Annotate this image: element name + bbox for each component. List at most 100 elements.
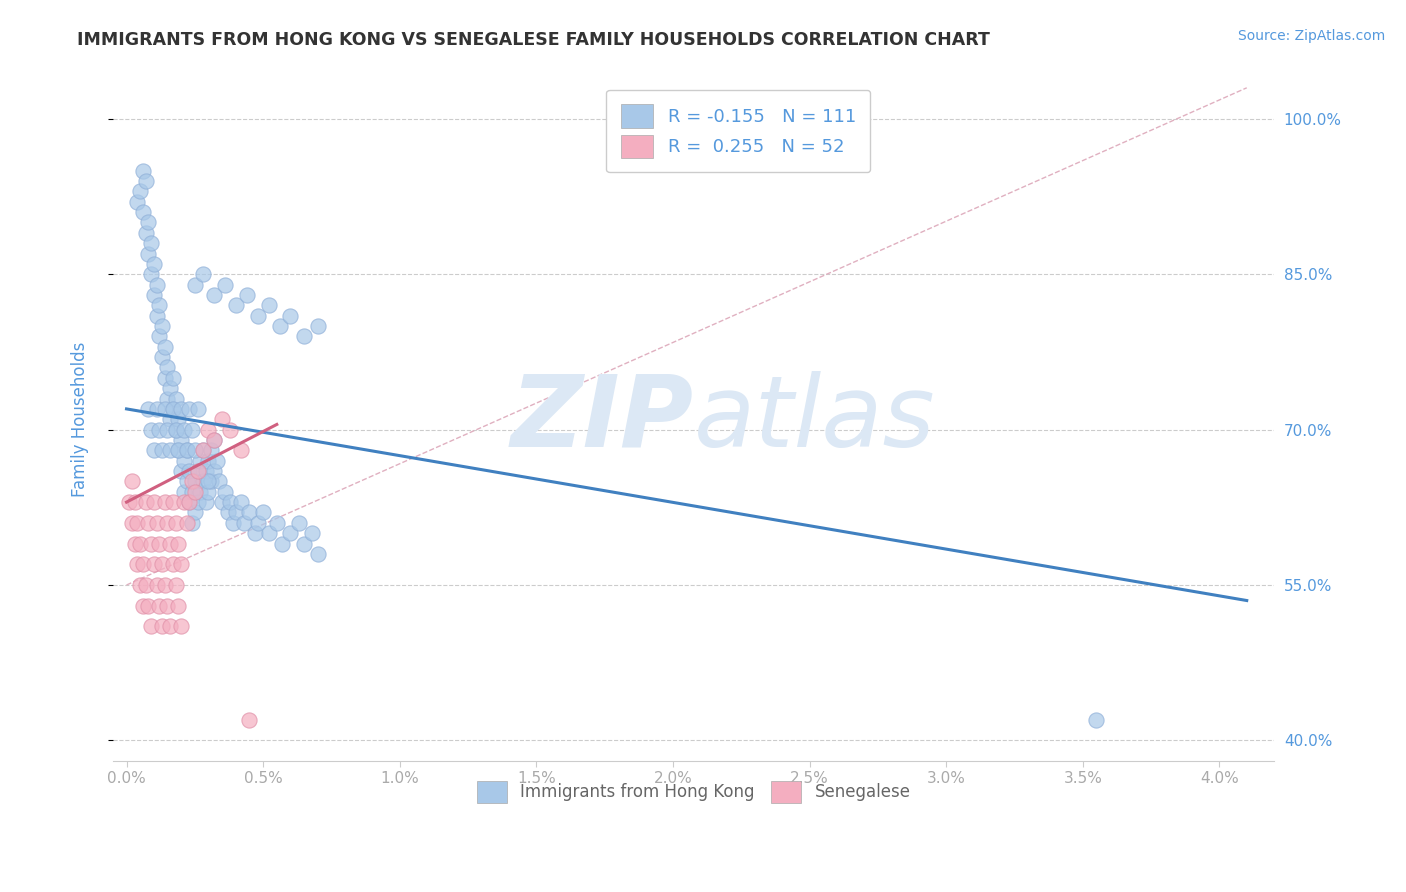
Point [145,401,167,416]
Point [139,267,162,281]
Point [269,319,291,334]
Point [200,475,222,489]
Point [184,443,207,458]
Point [197,475,219,489]
Point [217,506,239,520]
Point [307,547,329,561]
Point [246,309,269,323]
Point [202,288,225,302]
Point [280,309,302,323]
Point [179,464,201,478]
Point [252,506,274,520]
Point [145,578,167,592]
Point [139,236,162,251]
Point [280,526,302,541]
Point [238,713,260,727]
Point [118,495,141,509]
Point [225,298,247,312]
Point [165,423,187,437]
Point [162,401,184,416]
Point [132,558,155,572]
Point [139,536,162,550]
Point [153,340,176,354]
Point [159,412,181,426]
Point [159,536,181,550]
Point [138,516,160,530]
Point [191,443,214,458]
Point [162,495,184,509]
Point [148,423,170,437]
Point [257,298,280,312]
Point [142,288,165,302]
Text: ZIP: ZIP [510,371,693,467]
Point [150,558,173,572]
Point [271,536,294,550]
Point [214,277,236,292]
Point [173,495,195,509]
Point [121,475,143,489]
Point [138,599,160,613]
Point [156,423,179,437]
Point [176,516,198,530]
Point [287,516,309,530]
Point [179,495,201,509]
Point [129,185,152,199]
Point [153,371,176,385]
Point [197,484,219,499]
Point [233,516,256,530]
Point [301,526,323,541]
Point [173,484,195,499]
Point [173,423,195,437]
Point [266,516,288,530]
Point [187,495,209,509]
Point [162,558,184,572]
Legend: Immigrants from Hong Kong, Senegalese: Immigrants from Hong Kong, Senegalese [465,770,922,814]
Point [214,484,236,499]
Point [179,401,201,416]
Point [184,277,207,292]
Point [153,495,176,509]
Point [162,371,184,385]
Point [127,516,149,530]
Point [202,464,225,478]
Point [138,246,160,260]
Point [153,401,176,416]
Point [211,495,233,509]
Point [127,194,149,209]
Text: atlas: atlas [693,371,935,467]
Point [170,433,193,447]
Point [135,226,157,240]
Point [145,309,167,323]
Point [167,599,190,613]
Point [1085,713,1108,727]
Point [156,392,179,406]
Point [170,619,193,633]
Point [159,381,181,395]
Point [139,619,162,633]
Point [181,484,204,499]
Point [132,163,155,178]
Point [167,536,190,550]
Point [150,619,173,633]
Point [142,558,165,572]
Point [194,495,217,509]
Point [159,443,181,458]
Point [156,516,179,530]
Point [176,475,198,489]
Point [139,423,162,437]
Point [148,298,170,312]
Point [165,578,187,592]
Point [194,464,217,478]
Point [142,257,165,271]
Point [150,319,173,334]
Point [181,423,204,437]
Point [167,443,190,458]
Point [170,401,193,416]
Point [165,423,187,437]
Point [191,267,214,281]
Point [176,443,198,458]
Point [156,360,179,375]
Point [208,475,231,489]
Point [170,558,193,572]
Point [142,443,165,458]
